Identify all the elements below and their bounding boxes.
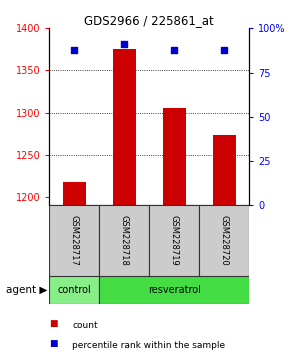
Bar	[163, 108, 186, 205]
Bar	[63, 182, 86, 205]
Point	[222, 47, 227, 52]
Text: GSM228720: GSM228720	[220, 215, 229, 266]
Text: resveratrol: resveratrol	[148, 285, 201, 295]
Point	[172, 47, 177, 52]
Text: count: count	[72, 321, 98, 330]
Text: percentile rank within the sample: percentile rank within the sample	[72, 341, 226, 350]
Title: GDS2966 / 225861_at: GDS2966 / 225861_at	[84, 14, 214, 27]
Bar	[49, 276, 99, 304]
Text: GSM228718: GSM228718	[120, 215, 129, 266]
Text: agent ▶: agent ▶	[6, 285, 47, 295]
Bar	[149, 205, 200, 276]
Text: control: control	[57, 285, 91, 295]
Bar	[213, 135, 236, 205]
Text: ■: ■	[49, 339, 58, 348]
Point	[122, 41, 127, 47]
Bar	[113, 50, 136, 205]
Text: GSM228719: GSM228719	[170, 215, 179, 266]
Bar	[99, 276, 249, 304]
Text: ■: ■	[49, 319, 58, 329]
Bar	[49, 205, 99, 276]
Bar	[99, 205, 149, 276]
Point	[72, 47, 77, 52]
Text: GSM228717: GSM228717	[70, 215, 79, 266]
Bar	[200, 205, 249, 276]
